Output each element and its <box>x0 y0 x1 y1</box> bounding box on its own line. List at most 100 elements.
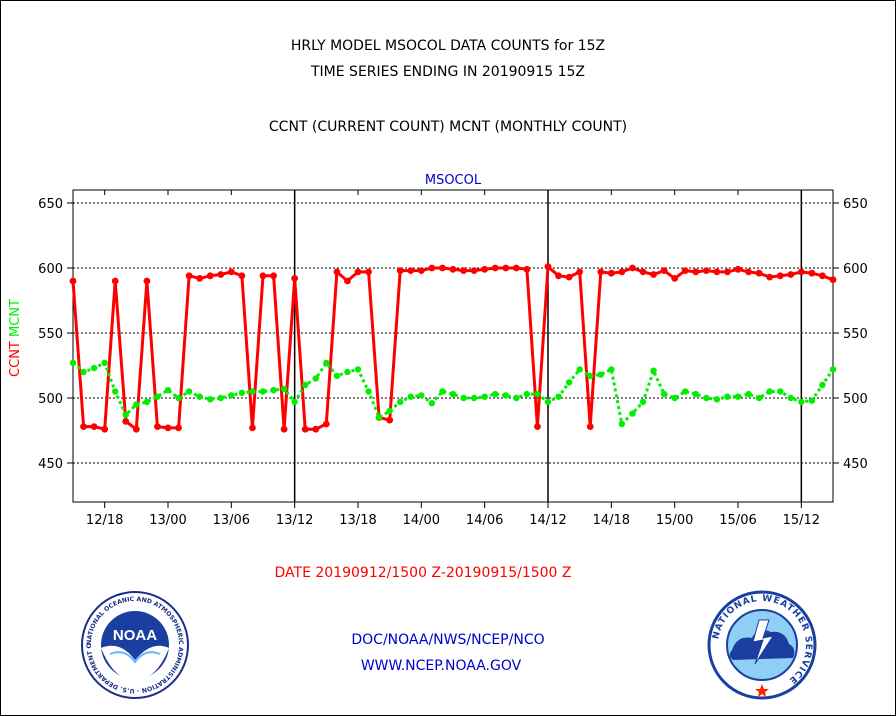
data-point-mcnt <box>808 397 816 404</box>
data-point-ccnt <box>523 265 531 273</box>
y-tick-label-right: 550 <box>843 327 868 342</box>
data-point-ccnt <box>312 425 320 433</box>
data-point-mcnt <box>418 392 425 399</box>
data-point-ccnt <box>534 423 541 430</box>
data-point-ccnt <box>491 264 499 272</box>
data-point-ccnt <box>291 275 299 282</box>
data-point-mcnt <box>164 387 172 394</box>
y-tick-label-left: 500 <box>38 392 63 407</box>
data-point-ccnt <box>724 268 731 276</box>
data-point-ccnt <box>227 268 235 276</box>
data-point-mcnt <box>565 379 573 386</box>
data-point-ccnt <box>259 272 267 280</box>
data-point-mcnt <box>185 388 193 395</box>
data-point-ccnt <box>196 275 204 282</box>
data-point-mcnt <box>228 392 235 399</box>
data-point-mcnt <box>270 387 277 394</box>
x-tick-label: 12/18 <box>86 513 123 528</box>
data-point-mcnt <box>502 392 509 399</box>
data-point-mcnt <box>323 359 330 367</box>
data-point-mcnt <box>682 388 689 395</box>
data-point-ccnt <box>671 275 679 282</box>
noaa-logo-text: NOAA <box>113 627 157 644</box>
data-point-ccnt <box>111 277 119 285</box>
data-point-ccnt <box>185 272 193 280</box>
website-link[interactable]: WWW.NCEP.NOAA.GOV <box>360 658 522 674</box>
data-point-ccnt <box>249 424 256 432</box>
data-point-ccnt <box>301 425 309 433</box>
data-point-mcnt <box>544 398 552 406</box>
data-point-mcnt <box>703 394 710 402</box>
data-point-ccnt <box>512 264 520 272</box>
x-tick-label: 13/06 <box>213 513 250 528</box>
data-point-ccnt <box>766 273 774 281</box>
data-point-mcnt <box>112 388 119 395</box>
data-point-mcnt <box>766 388 773 395</box>
data-point-mcnt <box>481 393 488 400</box>
data-point-ccnt <box>206 272 214 280</box>
data-point-ccnt <box>396 267 404 274</box>
data-point-ccnt <box>745 268 752 276</box>
data-point-ccnt <box>69 277 77 285</box>
data-point-mcnt <box>122 411 129 419</box>
data-point-mcnt <box>312 375 319 382</box>
data-point-ccnt <box>681 267 689 274</box>
x-tick-label: 15/12 <box>783 513 820 528</box>
data-point-mcnt <box>69 359 77 367</box>
data-point-ccnt <box>808 269 816 277</box>
data-point-ccnt <box>586 423 594 430</box>
x-tick-label: 14/00 <box>403 513 440 528</box>
data-point-ccnt <box>270 272 277 280</box>
chart-title-line-1: HRLY MODEL MSOCOL DATA COUNTS for 15Z <box>290 38 606 54</box>
data-point-ccnt <box>702 267 710 274</box>
data-point-ccnt <box>502 264 510 272</box>
data-point-ccnt <box>449 265 457 273</box>
data-point-mcnt <box>154 393 161 400</box>
data-point-ccnt <box>238 272 246 280</box>
data-point-mcnt <box>755 394 763 402</box>
data-point-ccnt <box>386 416 394 424</box>
chart-title-line-2: TIME SERIES ENDING IN 20190915 15Z <box>311 64 585 80</box>
data-point-ccnt <box>470 267 478 274</box>
data-point-ccnt <box>333 268 341 276</box>
data-point-ccnt <box>439 264 446 272</box>
data-point-ccnt <box>481 265 489 273</box>
data-point-mcnt <box>470 394 478 402</box>
nws-logo: NATIONAL WEATHER SERVICE <box>707 590 817 700</box>
y-tick-label-right: 450 <box>843 457 868 472</box>
data-point-mcnt <box>259 388 267 395</box>
data-point-ccnt <box>639 268 647 276</box>
data-point-ccnt <box>344 277 351 285</box>
data-point-mcnt <box>175 394 182 402</box>
y-tick-label-left: 650 <box>38 197 63 212</box>
x-tick-label: 14/12 <box>529 513 566 528</box>
data-point-ccnt <box>797 268 805 276</box>
data-point-ccnt <box>154 423 161 430</box>
data-point-ccnt <box>143 277 151 285</box>
data-point-mcnt <box>513 394 520 402</box>
data-point-mcnt <box>101 359 108 367</box>
data-point-mcnt <box>819 381 826 389</box>
data-point-mcnt <box>344 368 351 376</box>
x-tick-label: 15/06 <box>719 513 756 528</box>
data-point-mcnt <box>787 394 794 402</box>
data-point-ccnt <box>544 263 552 271</box>
data-point-ccnt <box>819 272 826 280</box>
y-tick-label-right: 650 <box>843 197 868 212</box>
data-point-mcnt <box>618 420 626 428</box>
data-point-mcnt <box>80 368 87 376</box>
data-point-ccnt <box>122 418 130 425</box>
data-point-ccnt <box>101 425 109 433</box>
data-point-mcnt <box>492 390 499 398</box>
data-point-ccnt <box>80 423 87 430</box>
plot-frame <box>72 189 834 503</box>
data-point-mcnt <box>639 398 647 406</box>
data-point-mcnt <box>291 398 298 406</box>
data-point-mcnt <box>597 371 604 378</box>
data-point-mcnt <box>724 393 731 400</box>
data-point-mcnt <box>280 385 288 393</box>
data-point-mcnt <box>302 381 309 389</box>
y-tick-label-right: 600 <box>843 262 868 277</box>
